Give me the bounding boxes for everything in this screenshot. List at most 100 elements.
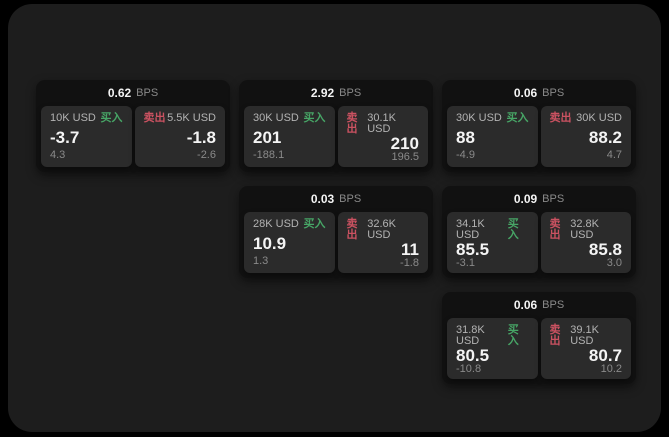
card-body: 30K USD 买入 88 -4.9 卖出 30K USD 88.2 4.7 xyxy=(447,106,631,167)
buy-delta: -3.1 xyxy=(456,257,475,269)
card-header: 0.62 BPS xyxy=(41,80,225,106)
buy-amount: 30K USD xyxy=(456,112,502,124)
buy-tile-top: 31.8K USD 买入 xyxy=(456,325,529,347)
buy-tile-top: 28K USD 买入 xyxy=(253,219,326,230)
sell-delta: -2.6 xyxy=(197,149,216,161)
buy-tag: 买入 xyxy=(506,112,529,124)
buy-tile[interactable]: 28K USD 买入 10.9 1.3 xyxy=(244,212,335,273)
sell-tile-top: 卖出 5.5K USD xyxy=(144,113,217,124)
buy-price: 80.5 xyxy=(456,346,490,365)
quote-card: 0.03 BPS 28K USD 买入 10.9 1.3 卖出 32.6K US… xyxy=(239,186,433,278)
quote-card: 2.92 BPS 30K USD 买入 201 -188.1 卖出 30.1K … xyxy=(239,80,433,172)
buy-tile[interactable]: 10K USD 买入 -3.7 4.3 xyxy=(41,106,132,167)
bps-unit-label: BPS xyxy=(542,193,565,205)
sell-tag: 卖出 xyxy=(549,218,561,241)
sell-amount: 32.8K USD xyxy=(570,218,599,241)
card-header: 0.06 BPS xyxy=(447,292,631,318)
bps-value: 0.06 xyxy=(513,86,538,100)
bps-value: 0.09 xyxy=(513,192,538,206)
card-body: 34.1K USD 买入 85.5 -3.1 卖出 32.8K USD 85.8… xyxy=(447,212,631,273)
buy-amount: 31.8K USD xyxy=(456,324,485,347)
buy-price: 88 xyxy=(456,127,475,147)
buy-amount: 10K USD xyxy=(50,112,96,124)
buy-amount: 34.1K USD xyxy=(456,218,485,241)
bps-value: 0.03 xyxy=(310,192,335,206)
bps-value: 2.92 xyxy=(310,86,335,100)
buy-amount: 30K USD xyxy=(253,112,299,124)
sell-tile[interactable]: 卖出 30.1K USD 210 196.5 xyxy=(337,106,428,167)
buy-delta: -4.9 xyxy=(456,149,475,161)
sell-tag: 卖出 xyxy=(346,112,358,135)
sell-price: 88.2 xyxy=(588,127,622,147)
sell-tile[interactable]: 卖出 32.8K USD 85.8 3.0 xyxy=(540,212,631,273)
buy-tag: 买入 xyxy=(507,218,519,241)
sell-delta: 10.2 xyxy=(600,363,622,375)
sell-amount: 32.6K USD xyxy=(367,218,396,241)
sell-tag: 卖出 xyxy=(346,218,358,241)
sell-delta: 196.5 xyxy=(391,151,419,163)
sell-tag: 卖出 xyxy=(549,112,572,124)
buy-tag: 买入 xyxy=(303,218,326,230)
sell-tile[interactable]: 卖出 32.6K USD 11 -1.8 xyxy=(337,212,428,273)
sell-tile-top: 卖出 30K USD xyxy=(550,113,623,124)
buy-price: -3.7 xyxy=(50,127,80,147)
bps-unit-label: BPS xyxy=(339,193,362,205)
buy-price: 85.5 xyxy=(456,240,490,259)
bps-unit-label: BPS xyxy=(542,299,565,311)
buy-delta: -10.8 xyxy=(456,363,482,375)
sell-tile-top: 卖出 39.1K USD xyxy=(550,325,623,347)
quote-card: 0.09 BPS 34.1K USD 买入 85.5 -3.1 卖出 32.8K… xyxy=(442,186,636,278)
bps-value: 0.62 xyxy=(107,86,132,100)
card-header: 0.03 BPS xyxy=(244,186,428,212)
sell-price: 11 xyxy=(401,240,419,259)
buy-tag: 买入 xyxy=(507,324,519,347)
sell-price: 85.8 xyxy=(588,240,622,259)
card-body: 10K USD 买入 -3.7 4.3 卖出 5.5K USD -1.8 -2.… xyxy=(41,106,225,167)
sell-price: -1.8 xyxy=(186,127,216,147)
card-header: 0.09 BPS xyxy=(447,186,631,212)
sell-delta: 3.0 xyxy=(606,257,622,269)
sell-delta: 4.7 xyxy=(606,149,622,161)
bps-unit-label: BPS xyxy=(136,87,159,99)
sell-tile-top: 卖出 30.1K USD xyxy=(347,113,420,135)
buy-amount: 28K USD xyxy=(253,218,299,230)
sell-amount: 30K USD xyxy=(576,112,622,124)
buy-tag: 买入 xyxy=(100,112,123,124)
quote-card: 0.62 BPS 10K USD 买入 -3.7 4.3 卖出 5.5K USD… xyxy=(36,80,230,172)
quote-card: 0.06 BPS 30K USD 买入 88 -4.9 卖出 30K USD 8… xyxy=(442,80,636,172)
buy-tile[interactable]: 30K USD 买入 201 -188.1 xyxy=(244,106,335,167)
sell-price: 210 xyxy=(390,134,419,153)
card-header: 2.92 BPS xyxy=(244,80,428,106)
buy-tile[interactable]: 34.1K USD 买入 85.5 -3.1 xyxy=(447,212,538,273)
buy-tile-top: 30K USD 买入 xyxy=(253,113,326,124)
card-body: 28K USD 买入 10.9 1.3 卖出 32.6K USD 11 -1.8 xyxy=(244,212,428,273)
cards-grid: 0.62 BPS 10K USD 买入 -3.7 4.3 卖出 5.5K USD… xyxy=(36,80,636,384)
buy-delta: 4.3 xyxy=(50,149,66,161)
sell-price: 80.7 xyxy=(588,346,622,365)
sell-tile[interactable]: 卖出 5.5K USD -1.8 -2.6 xyxy=(134,106,225,167)
card-header: 0.06 BPS xyxy=(447,80,631,106)
buy-price: 201 xyxy=(253,127,282,147)
bps-unit-label: BPS xyxy=(339,87,362,99)
sell-tile-top: 卖出 32.8K USD xyxy=(550,219,623,241)
sell-amount: 39.1K USD xyxy=(570,324,599,347)
sell-delta: -1.8 xyxy=(400,257,419,269)
sell-tag: 卖出 xyxy=(549,324,561,347)
sell-amount: 5.5K USD xyxy=(167,112,216,124)
buy-price: 10.9 xyxy=(253,233,287,253)
buy-tile[interactable]: 30K USD 买入 88 -4.9 xyxy=(447,106,538,167)
buy-delta: -188.1 xyxy=(253,149,285,161)
quotes-panel: 0.62 BPS 10K USD 买入 -3.7 4.3 卖出 5.5K USD… xyxy=(8,4,661,432)
buy-tile-top: 30K USD 买入 xyxy=(456,113,529,124)
sell-tile[interactable]: 卖出 30K USD 88.2 4.7 xyxy=(540,106,631,167)
card-body: 30K USD 买入 201 -188.1 卖出 30.1K USD 210 1… xyxy=(244,106,428,167)
sell-tile[interactable]: 卖出 39.1K USD 80.7 10.2 xyxy=(540,318,631,379)
sell-amount: 30.1K USD xyxy=(367,112,396,135)
buy-tile-top: 34.1K USD 买入 xyxy=(456,219,529,241)
buy-tag: 买入 xyxy=(303,112,326,124)
buy-tile[interactable]: 31.8K USD 买入 80.5 -10.8 xyxy=(447,318,538,379)
sell-tile-top: 卖出 32.6K USD xyxy=(347,219,420,241)
bps-unit-label: BPS xyxy=(542,87,565,99)
buy-delta: 1.3 xyxy=(253,255,269,267)
card-body: 31.8K USD 买入 80.5 -10.8 卖出 39.1K USD 80.… xyxy=(447,318,631,379)
